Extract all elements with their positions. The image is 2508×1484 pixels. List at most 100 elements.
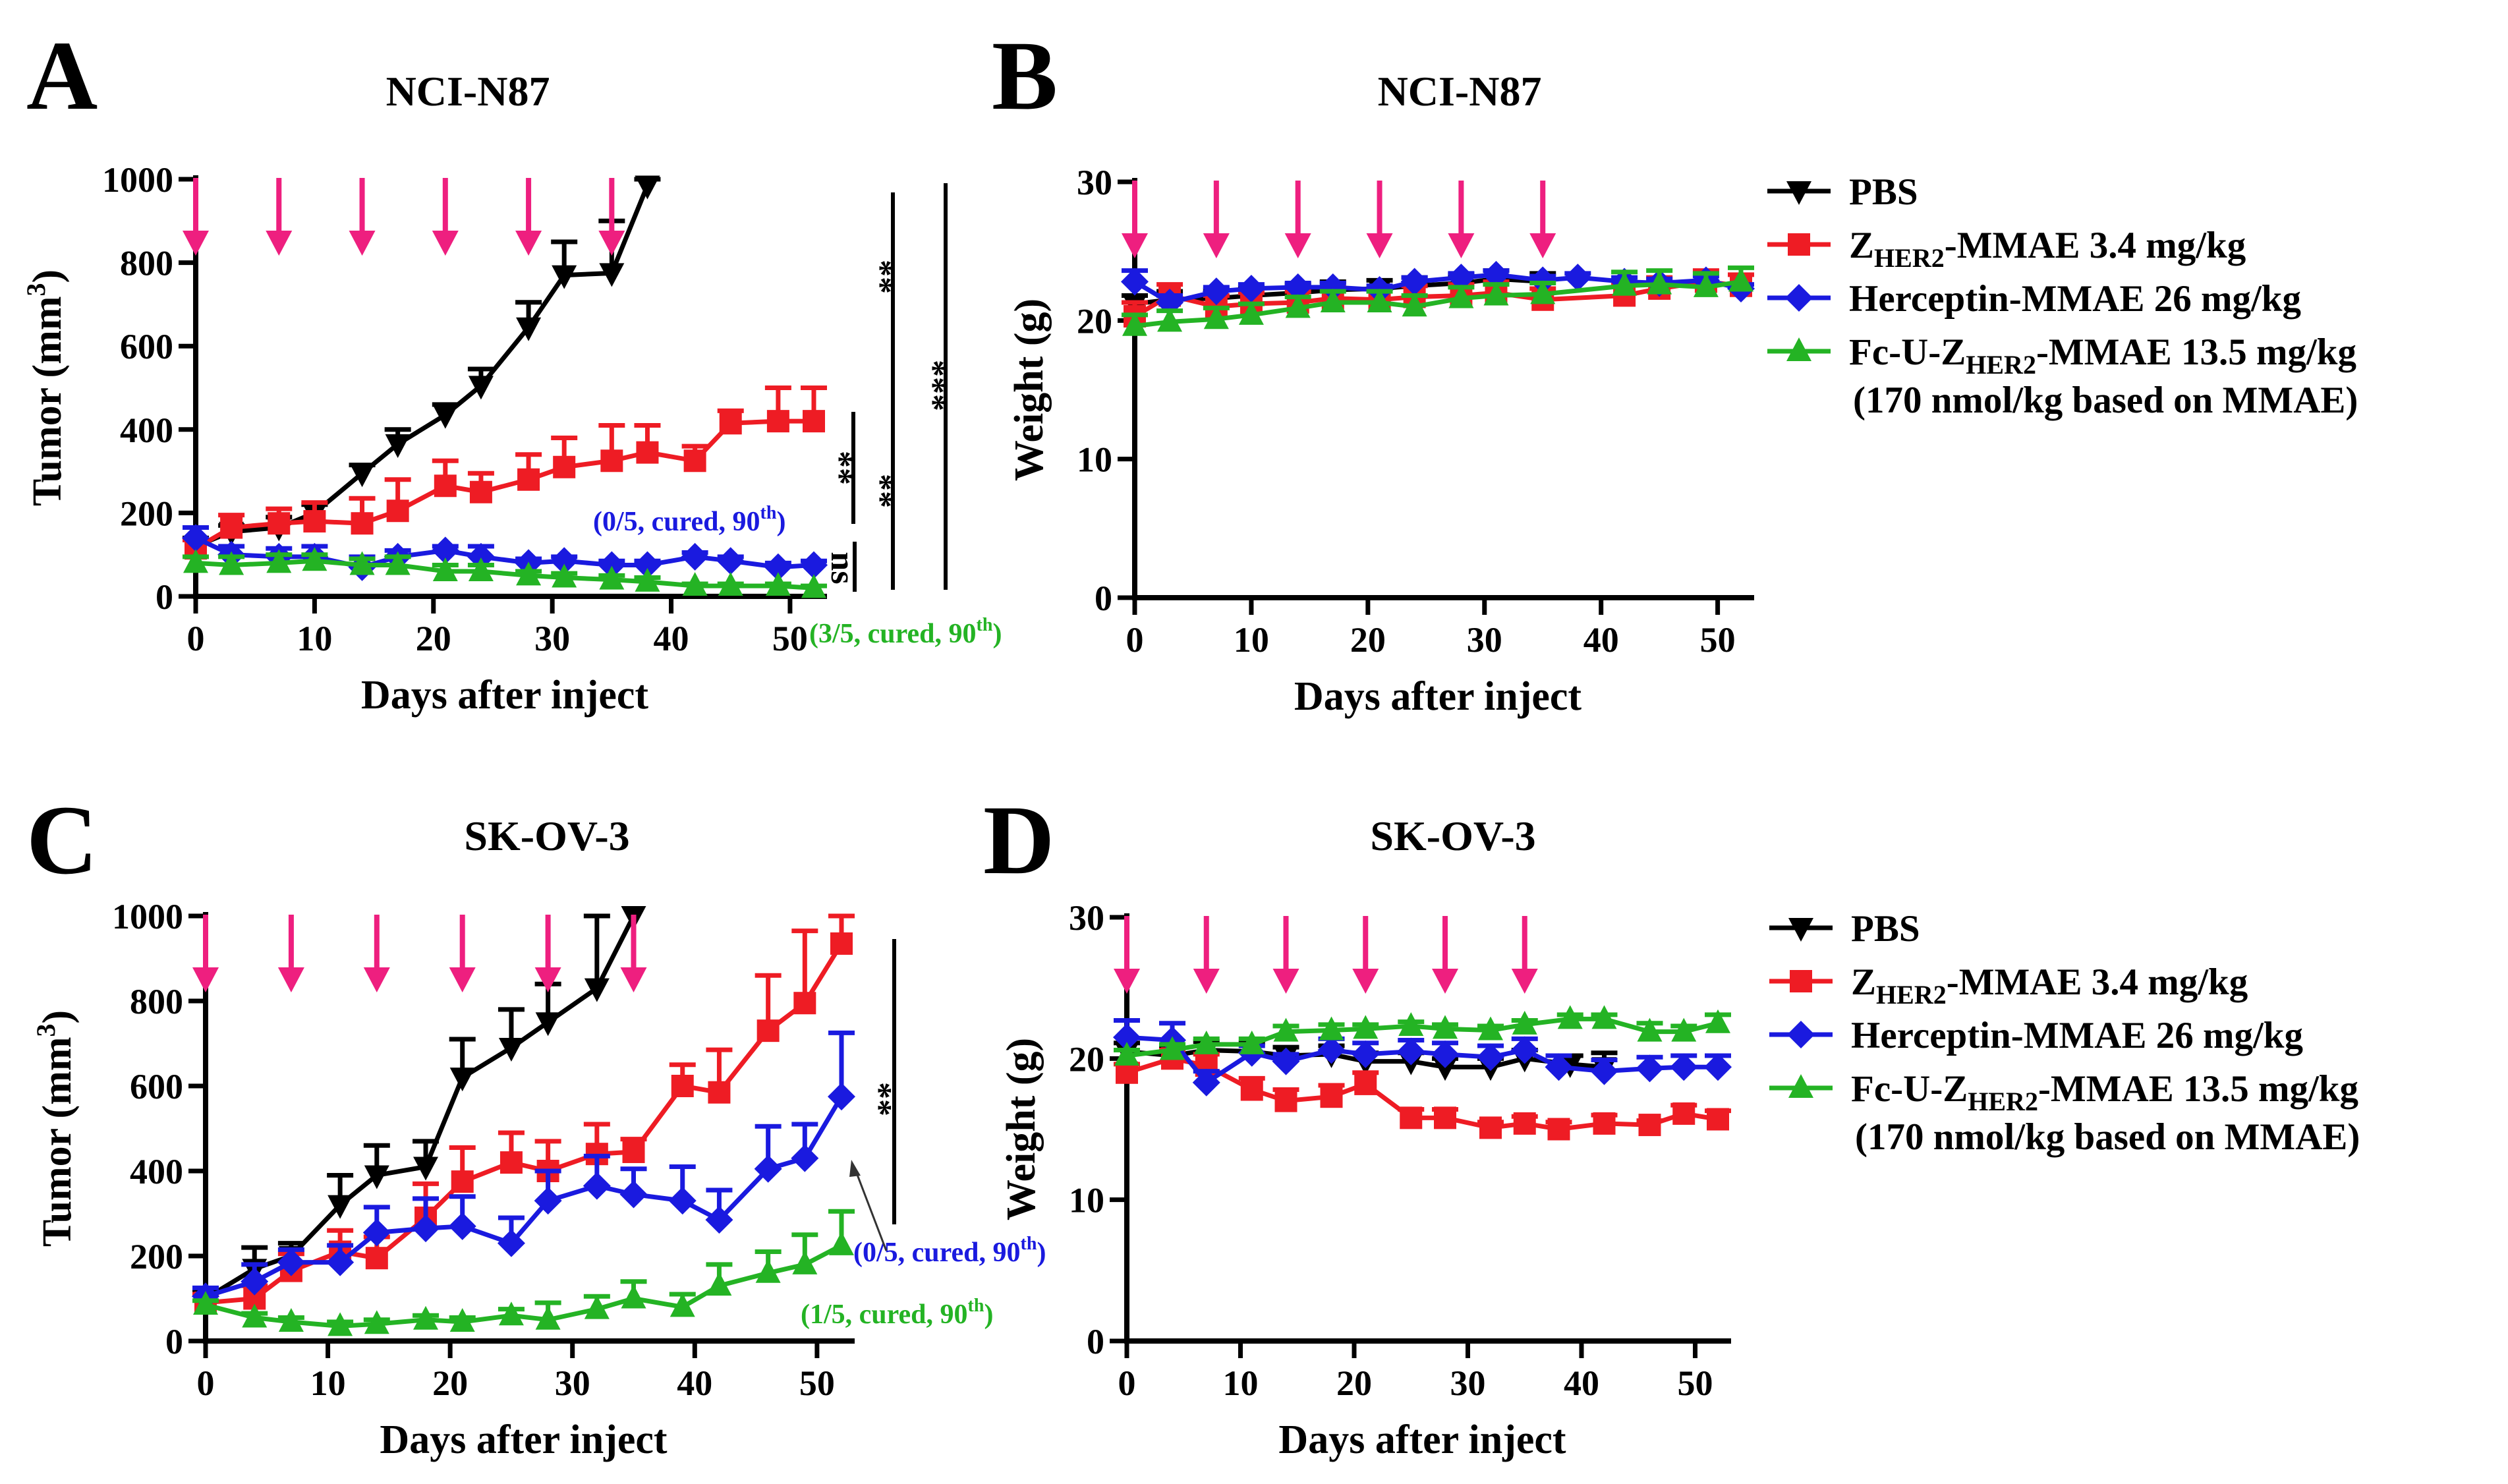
data-point: [1317, 1036, 1346, 1064]
data-point: [349, 463, 375, 488]
data-point: [1728, 268, 1753, 292]
injection-arrow-icon: [363, 915, 390, 992]
significance-label: **: [862, 260, 899, 294]
y-tick-label: 600: [120, 327, 173, 366]
legend-marker: [1787, 1021, 1815, 1048]
x-tick-label: 30: [555, 1363, 590, 1403]
data-point: [302, 547, 328, 571]
data-point: [682, 572, 708, 596]
data-point: [1434, 1106, 1456, 1129]
y-tick-label: 400: [120, 411, 173, 450]
data-point: [448, 1212, 476, 1240]
injection-arrow-icon: [266, 178, 293, 256]
y-axis-label: Weight (g): [999, 1038, 1044, 1220]
pointer-arrow-icon: [849, 1160, 861, 1177]
data-point: [635, 175, 660, 200]
data-point: [792, 1250, 818, 1274]
series-zher2-mmae-3-4-mg-kg: [183, 385, 827, 560]
data-point: [622, 1140, 645, 1163]
data-point: [413, 1305, 439, 1330]
data-point: [498, 1301, 524, 1326]
injection-arrow-icon: [1272, 916, 1299, 994]
x-tick-label: 10: [1223, 1363, 1259, 1403]
data-point: [328, 1195, 353, 1219]
data-point: [1367, 288, 1392, 312]
y-axis-label: Weight (g): [1007, 299, 1052, 481]
legend: PBS ZHER2-MMAE 3.4 mg/kg Herceptin-MMAE 26…: [1769, 908, 2360, 1158]
data-point: [1448, 284, 1474, 308]
injection-arrow-icon: [1203, 181, 1230, 258]
legend-label: Herceptin-MMAE 26 mg/kg: [1851, 1015, 2303, 1056]
data-point: [1114, 1042, 1139, 1066]
injection-arrow-icon: [1352, 916, 1379, 994]
data-point: [830, 932, 853, 955]
panel-d: D SK-OV-3 0 10 20 30 0 10 20 30 40 50 Days after inj…: [983, 785, 2360, 1462]
data-point: [386, 499, 409, 523]
legend-marker: [1788, 918, 1813, 942]
data-point: [278, 1307, 304, 1332]
series-zher2-mmae-3-4-mg-kg: [1114, 1047, 1731, 1141]
data-point: [550, 547, 579, 575]
data-point: [764, 553, 792, 581]
injection-arrow-icon: [1448, 181, 1475, 258]
x-tick-label: 40: [1583, 620, 1619, 660]
y-tick-label: 10: [1077, 440, 1112, 480]
data-point: [716, 547, 745, 575]
data-point: [432, 557, 458, 582]
y-tick-label: 20: [1077, 301, 1112, 341]
y-tick-label: 800: [120, 244, 173, 283]
data-point: [1704, 1053, 1732, 1081]
data-point: [268, 512, 291, 535]
data-point: [803, 410, 825, 433]
y-tick-label: 200: [130, 1237, 183, 1276]
data-point: [553, 455, 576, 478]
data-point: [600, 449, 623, 472]
data-point: [1591, 1005, 1617, 1029]
data-point: [1285, 294, 1311, 318]
data-point: [413, 1156, 439, 1181]
legend-label: PBS: [1849, 171, 1918, 213]
data-point: [349, 551, 375, 575]
panel-a: A NCI-N87 0 200 400 600 800 1000 0 10 20 30 40 50 Days…: [21, 21, 1002, 718]
data-point: [1160, 1036, 1185, 1060]
y-tick-label: 10: [1069, 1181, 1104, 1220]
data-point: [1352, 1040, 1380, 1068]
data-point: [431, 536, 459, 565]
data-point: [1638, 1114, 1661, 1137]
data-point: [1564, 264, 1592, 292]
injection-arrow-icon: [1432, 916, 1458, 994]
series-line: [195, 558, 814, 590]
injection-arrow-icon: [515, 178, 542, 256]
data-point: [499, 1151, 523, 1174]
data-point: [1398, 1012, 1424, 1037]
data-point: [635, 567, 660, 592]
injection-arrow-icon: [1529, 181, 1556, 258]
panel-title: NCI-N87: [1378, 68, 1542, 115]
data-point: [1479, 1116, 1502, 1139]
data-point: [1193, 1030, 1219, 1054]
injection-arrow-icon: [1366, 181, 1393, 258]
injection-arrow-icon: [620, 915, 647, 992]
data-point: [469, 480, 492, 503]
data-point: [1157, 308, 1183, 332]
x-axis-label: Days after inject: [361, 673, 649, 718]
data-point: [303, 510, 326, 533]
data-point: [1320, 1085, 1343, 1108]
x-axis-label: Days after inject: [1278, 1417, 1566, 1462]
data-point: [517, 468, 540, 491]
data-point: [801, 574, 826, 598]
data-point: [681, 542, 709, 571]
injection-arrow-icon: [598, 178, 625, 256]
data-point: [1478, 1016, 1503, 1041]
data-point: [468, 376, 494, 400]
data-point: [1202, 277, 1230, 306]
series-line: [205, 1243, 843, 1328]
x-tick-label: 0: [187, 619, 205, 658]
data-point: [754, 1155, 782, 1183]
data-point: [1272, 1047, 1300, 1075]
data-point: [633, 551, 662, 579]
data-point: [829, 1231, 854, 1255]
data-point: [1590, 1057, 1618, 1085]
legend-marker: [1786, 337, 1811, 361]
data-point: [1203, 305, 1229, 329]
